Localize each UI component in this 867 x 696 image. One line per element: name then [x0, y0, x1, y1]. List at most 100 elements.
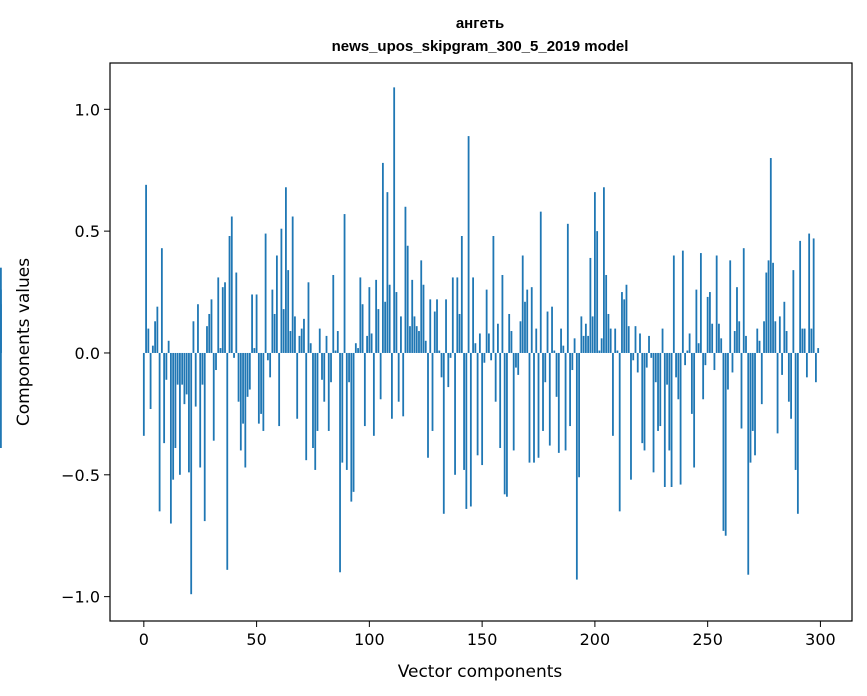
- bar-289: [794, 352, 797, 470]
- bar-80: [323, 352, 326, 402]
- bar-251: [709, 292, 711, 353]
- bar-191: [573, 338, 576, 353]
- bar-91: [348, 352, 350, 383]
- bar-148: [476, 352, 479, 456]
- bar-207: [609, 328, 612, 353]
- bar-108: [386, 192, 389, 353]
- bar-223: [645, 352, 648, 368]
- bar-162: [508, 313, 511, 353]
- bar-63: [285, 187, 287, 353]
- bar-71: [303, 318, 305, 353]
- bar-246: [697, 343, 700, 353]
- bar-13: [172, 352, 175, 480]
- y-tick-label: 0.0: [75, 344, 100, 363]
- bar-102: [372, 352, 375, 436]
- bar-226: [652, 352, 655, 473]
- y-tick-label: −1.0: [61, 588, 100, 607]
- bar-144: [467, 136, 470, 353]
- bar-120: [413, 316, 416, 353]
- bar-139: [456, 277, 459, 353]
- bar-297: [812, 238, 815, 353]
- bar-217: [632, 352, 635, 361]
- bar-64: [287, 270, 290, 353]
- bar-227: [654, 352, 657, 383]
- bar-220: [639, 333, 641, 353]
- bar-229: [659, 352, 662, 427]
- bar-264: [738, 321, 741, 353]
- bar-115: [402, 352, 405, 417]
- bar-190: [571, 352, 574, 371]
- bar-154: [490, 352, 493, 361]
- bar-136: [449, 352, 452, 358]
- bar-104: [377, 309, 380, 353]
- bar-164: [512, 352, 515, 451]
- bar-202: [598, 350, 601, 353]
- bar-14: [174, 352, 177, 448]
- bar-228: [657, 352, 659, 431]
- bar-285: [785, 331, 788, 353]
- bar-265: [740, 352, 743, 429]
- bar-252: [711, 323, 714, 353]
- bar-18: [183, 352, 186, 405]
- bar-119: [411, 279, 414, 353]
- bar-201: [596, 231, 599, 353]
- bar-165: [515, 352, 517, 368]
- bar-262: [733, 331, 736, 353]
- bar-134: [445, 299, 447, 353]
- bar-99: [366, 335, 368, 353]
- bar-287: [790, 352, 792, 419]
- bar-156: [494, 352, 497, 402]
- bar-53: [262, 352, 265, 431]
- bar-2: [147, 328, 150, 353]
- bar-131: [438, 350, 441, 353]
- bar-21: [190, 352, 193, 595]
- bar-224: [648, 335, 650, 353]
- bar-48: [251, 294, 253, 353]
- bar-185: [560, 328, 562, 353]
- bar-253: [713, 352, 716, 371]
- bar-27: [203, 352, 206, 522]
- bar-50: [255, 294, 258, 353]
- bar-25: [199, 352, 202, 468]
- chart-subtitle: news_upos_skipgram_300_5_2019 model: [332, 38, 629, 55]
- bar-282: [778, 316, 781, 353]
- bar-183: [555, 352, 558, 397]
- bar-266: [742, 248, 745, 353]
- bar-157: [497, 323, 499, 353]
- bar-59: [275, 255, 278, 353]
- bar-193: [578, 352, 580, 478]
- bar-250: [706, 296, 709, 353]
- bar-240: [684, 352, 686, 366]
- bar-273: [758, 340, 761, 353]
- bar-256: [720, 338, 723, 353]
- bar-35: [221, 287, 224, 353]
- bar-247: [699, 253, 702, 353]
- bar-60: [278, 352, 281, 427]
- bar-15: [176, 352, 179, 385]
- y-tick-label: 0.5: [75, 222, 100, 241]
- bar-85: [334, 350, 337, 353]
- bar-281: [776, 352, 779, 434]
- bar-61: [280, 228, 283, 353]
- bar-166: [517, 352, 520, 375]
- bar-40: [233, 352, 235, 358]
- bar-98: [363, 352, 366, 427]
- bar-159: [501, 274, 504, 353]
- bar-89: [343, 214, 346, 353]
- bar-291: [799, 240, 802, 353]
- bar-178: [544, 352, 547, 383]
- bar-167: [519, 321, 522, 353]
- bar-177: [542, 352, 544, 431]
- bar-243: [690, 352, 693, 414]
- bar-295: [808, 233, 811, 353]
- bar-39: [230, 216, 233, 353]
- bar-276: [765, 272, 768, 353]
- bar-286: [787, 352, 790, 402]
- bar-106: [381, 162, 384, 353]
- bar-36: [224, 282, 226, 353]
- bar-55: [266, 352, 269, 361]
- bar-3: [149, 352, 152, 410]
- chart-title: ангеть: [456, 15, 504, 32]
- bar-96: [359, 277, 362, 353]
